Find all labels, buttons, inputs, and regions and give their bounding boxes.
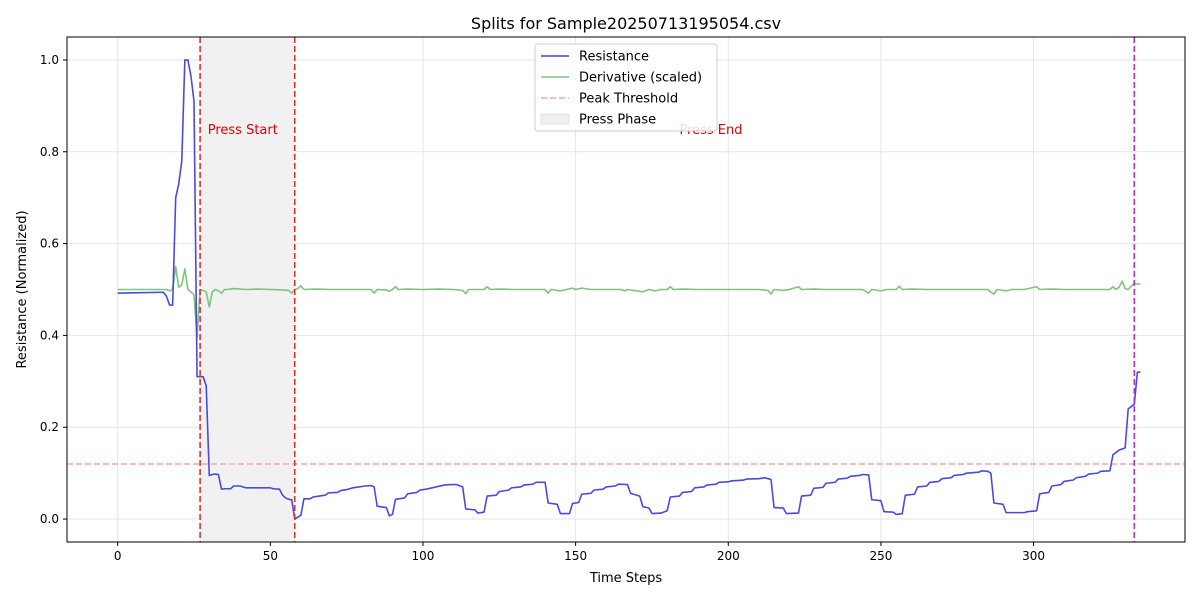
legend-swatch-patch [540,113,570,125]
series-line-resistance [117,59,1141,520]
vertical-lines [199,37,1136,542]
series-layer [117,59,1141,520]
x-axis-label: Time Steps [589,571,663,586]
annotation-label: Press Start [208,123,278,138]
series-line-derivative-scaled [117,265,1141,339]
y-tick-label: 0.2 [40,420,59,434]
x-tick-label: 100 [412,549,435,563]
legend-label: Peak Threshold [579,92,678,107]
plot-frame [66,36,1186,543]
y-tick-label: 0.0 [40,512,59,526]
x-tick-label: 0 [114,549,122,563]
legend: Resistance Derivative (scaled) Peak Thresh… [534,43,718,132]
x-tick-label: 200 [717,549,740,563]
legend-label: Press Phase [579,113,656,128]
legend-frame [534,43,718,132]
y-axis-ticks: 0.0 0.2 0.4 0.6 0.8 1.0 [40,53,67,526]
x-tick-label: 250 [869,549,892,563]
y-tick-label: 1.0 [40,53,59,67]
legend-items: Resistance Derivative (scaled) Peak Thresh… [540,50,702,128]
legend-label: Resistance [579,50,649,65]
x-axis-ticks: 0 50 100 150 200 250 300 [114,542,1045,563]
y-tick-label: 0.4 [40,328,59,342]
x-tick-label: 50 [263,549,278,563]
y-tick-label: 0.6 [40,237,59,251]
y-axis-label: Resistance (Normalized) [15,210,30,368]
x-tick-label: 150 [564,549,587,563]
y-tick-label: 0.8 [40,145,59,159]
legend-label: Derivative (scaled) [579,71,702,86]
chart-title: Splits for Sample20250713195054.csv [471,14,781,33]
x-tick-label: 300 [1022,549,1045,563]
